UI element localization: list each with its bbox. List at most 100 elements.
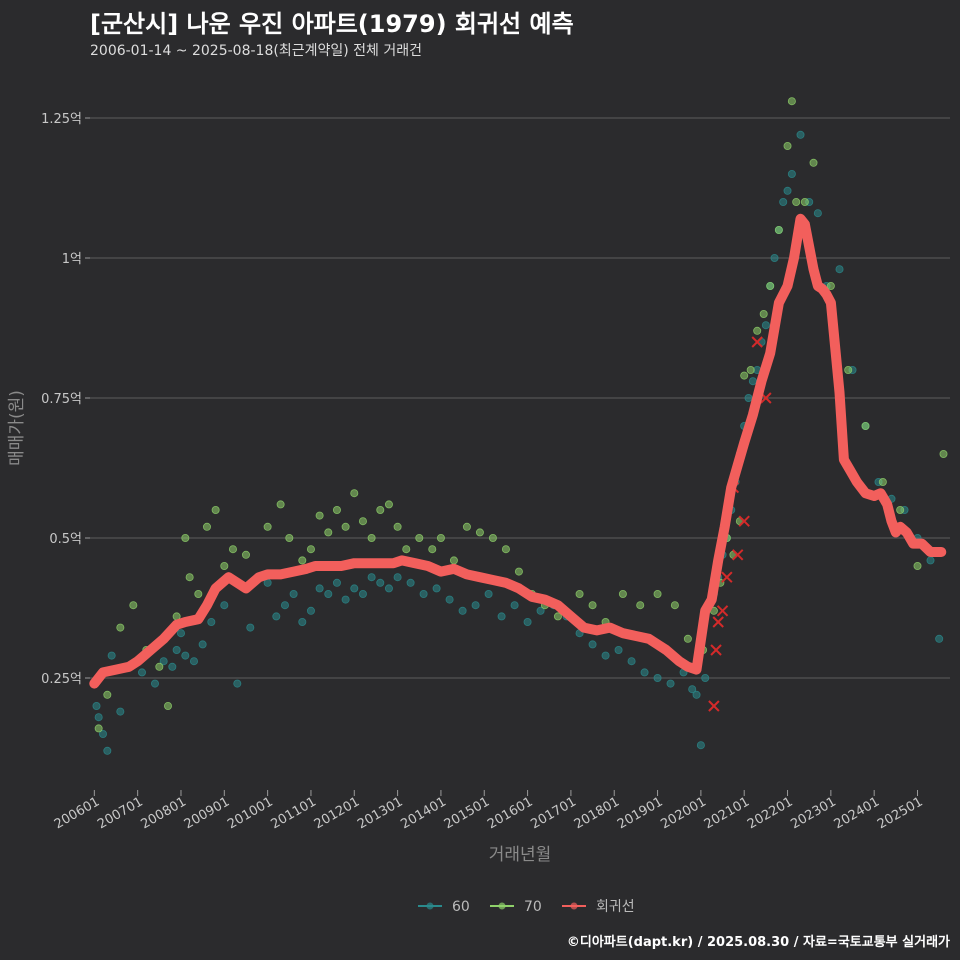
series-60-points	[92, 130, 944, 755]
x-tick-label: 200601	[52, 794, 102, 832]
data-point-60	[744, 393, 753, 402]
y-tick-label: 0.75억	[41, 392, 82, 407]
data-point-70	[116, 623, 125, 632]
x-tick-label: 202401	[832, 794, 882, 832]
outlier-stroke	[721, 571, 733, 583]
data-point-70	[202, 522, 211, 531]
chart-subtitle: 2006-01-14 ~ 2025-08-18(최근계약일) 전체 거래건	[90, 43, 422, 59]
data-point-60	[770, 253, 779, 262]
x-tick-label: 202501	[875, 794, 925, 832]
data-point-60	[116, 707, 125, 716]
data-point-60	[159, 657, 168, 666]
data-point-60	[367, 573, 376, 582]
data-point-70	[350, 489, 359, 498]
data-point-70	[181, 534, 190, 543]
data-point-70	[220, 562, 229, 571]
data-point-60	[935, 634, 944, 643]
x-tick-label: 201201	[312, 794, 362, 832]
data-point-70	[753, 326, 762, 335]
chart-title: [군산시] 나운 우진 아파트(1979) 회귀선 예측	[90, 10, 574, 38]
y-tick-label: 0.25억	[41, 672, 82, 687]
outlier-marker	[751, 336, 763, 348]
data-point-70	[792, 197, 801, 206]
data-point-70	[759, 309, 768, 318]
data-point-70	[809, 158, 818, 167]
data-point-70	[315, 511, 324, 520]
x-tick-label: 201801	[572, 794, 622, 832]
data-point-70	[475, 528, 484, 537]
data-point-70	[683, 634, 692, 643]
data-point-60	[384, 584, 393, 593]
outlier-stroke	[708, 700, 720, 712]
data-point-70	[241, 550, 250, 559]
x-axis-ticks: 2006012007012008012009012010012011012012…	[52, 790, 926, 832]
x-tick-label: 202201	[745, 794, 795, 832]
x-tick-label: 200901	[182, 794, 232, 832]
data-point-60	[358, 590, 367, 599]
outlier-marker	[710, 644, 722, 656]
data-point-70	[428, 545, 437, 554]
data-point-60	[176, 629, 185, 638]
data-point-60	[432, 584, 441, 593]
x-axis-title: 거래년월	[489, 845, 552, 865]
data-point-60	[103, 746, 112, 755]
x-tick-label: 201001	[225, 794, 275, 832]
data-point-70	[670, 601, 679, 610]
data-point-60	[471, 601, 480, 610]
data-point-60	[510, 601, 519, 610]
outlier-stroke	[712, 616, 724, 628]
data-point-70	[129, 601, 138, 610]
data-point-70	[415, 534, 424, 543]
y-tick-label: 1억	[62, 252, 82, 267]
outlier-marker	[721, 571, 733, 583]
data-point-60	[653, 674, 662, 683]
data-point-60	[207, 618, 216, 627]
data-point-60	[168, 662, 177, 671]
data-point-60	[246, 623, 255, 632]
y-axis-title: 매매가(원)	[7, 390, 27, 466]
data-point-70	[746, 365, 755, 374]
data-point-70	[861, 421, 870, 430]
data-point-60	[484, 590, 493, 599]
data-point-60	[233, 679, 242, 688]
data-point-70	[800, 197, 809, 206]
data-point-60	[787, 169, 796, 178]
data-point-70	[384, 500, 393, 509]
data-point-70	[324, 528, 333, 537]
data-point-70	[103, 690, 112, 699]
data-point-70	[263, 522, 272, 531]
data-point-60	[406, 578, 415, 587]
data-point-60	[783, 186, 792, 195]
outlier-marker	[732, 549, 744, 561]
y-axis-ticks: 0.25억 0.5억 0.75억 1억 1.25억	[41, 112, 90, 687]
data-point-70	[462, 522, 471, 531]
data-point-60	[445, 595, 454, 604]
outlier-stroke	[710, 644, 722, 656]
data-point-60	[748, 377, 757, 386]
outlier-stroke	[716, 605, 729, 617]
data-point-70	[653, 590, 662, 599]
data-point-60	[315, 584, 324, 593]
data-point-60	[627, 657, 636, 666]
data-point-60	[588, 640, 597, 649]
regression-line	[89, 213, 947, 689]
x-tick-label: 200801	[138, 794, 188, 832]
data-point-60	[220, 601, 229, 610]
x-tick-label: 201301	[355, 794, 405, 832]
data-point-70	[341, 522, 350, 531]
data-point-60	[536, 606, 545, 615]
data-point-70	[553, 612, 562, 621]
data-point-70	[787, 97, 796, 106]
x-tick-label: 202301	[788, 794, 838, 832]
legend-swatch-dot	[426, 902, 434, 910]
outlier-stroke	[732, 549, 744, 561]
outlier-marker	[716, 605, 729, 617]
data-point-60	[835, 265, 844, 274]
data-point-70	[878, 477, 887, 486]
data-point-70	[358, 517, 367, 526]
data-point-60	[640, 668, 649, 677]
data-point-70	[163, 702, 172, 711]
data-point-60	[332, 578, 341, 587]
data-point-70	[774, 225, 783, 234]
